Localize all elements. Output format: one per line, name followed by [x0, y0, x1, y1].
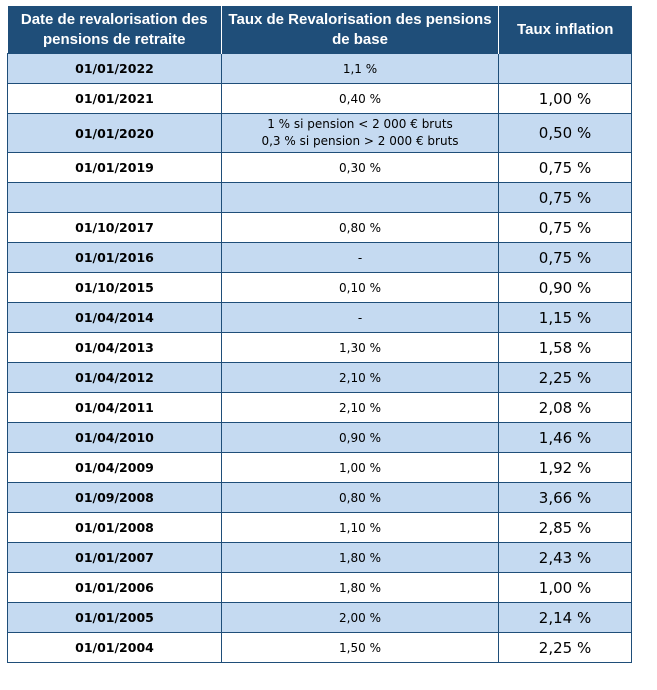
table-row: 01/01/2004 1,50 % 2,25 % [7, 632, 632, 663]
table-row: 01/10/2017 0,80 % 0,75 % [7, 212, 632, 243]
cell-date: 01/10/2015 [7, 272, 222, 303]
cell-date: 01/01/2005 [7, 602, 222, 633]
cell-inflation: 0,75 % [498, 182, 632, 213]
table-header-row: Date de revalorisation des pensions de r… [7, 6, 632, 54]
cell-rate: 0,80 % [221, 212, 499, 243]
cell-date: 01/04/2013 [7, 332, 222, 363]
cell-date: 01/01/2019 [7, 152, 222, 183]
cell-date: 01/01/2004 [7, 632, 222, 663]
cell-date: 01/01/2006 [7, 572, 222, 603]
table-row: 01/04/2009 1,00 % 1,92 % [7, 452, 632, 483]
table-row: 01/04/2014-1,15 % [7, 302, 632, 333]
cell-rate: 1,30 % [221, 332, 499, 363]
cell-rate: 1,10 % [221, 512, 499, 543]
table-row: 01/09/2008 0,80 % 3,66 % [7, 482, 632, 513]
cell-rate: 0,40 % [221, 83, 499, 114]
cell-rate: - [221, 242, 499, 273]
cell-date: 01/01/2016 [7, 242, 222, 273]
cell-date: 01/01/2022 [7, 53, 222, 84]
cell-rate: 2,00 % [221, 602, 499, 633]
cell-rate-line-1: 1 % si pension < 2 000 € bruts [267, 117, 453, 131]
cell-date: 01/09/2008 [7, 482, 222, 513]
cell-inflation: 2,25 % [498, 632, 632, 663]
table-row: 0,75 % [7, 182, 632, 213]
cell-inflation: 1,58 % [498, 332, 632, 363]
cell-rate: 0,30 % [221, 152, 499, 183]
table-row: 01/01/2006 1,80 % 1,00 % [7, 572, 632, 603]
cell-inflation: 2,14 % [498, 602, 632, 633]
cell-inflation: 0,50 % [498, 113, 632, 153]
cell-date: 01/04/2009 [7, 452, 222, 483]
cell-rate: 1,00 % [221, 452, 499, 483]
cell-inflation: 0,75 % [498, 152, 632, 183]
table-row: 01/01/2019 0,30 % 0,75 % [7, 152, 632, 183]
cell-inflation: 1,00 % [498, 572, 632, 603]
cell-inflation: 1,00 % [498, 83, 632, 114]
table-row: 01/01/2016-0,75 % [7, 242, 632, 273]
cell-date: 01/04/2014 [7, 302, 222, 333]
cell-date: 01/01/2008 [7, 512, 222, 543]
table-row: 01/04/2013 1,30 % 1,58 % [7, 332, 632, 363]
header-inflation: Taux inflation [498, 6, 632, 54]
cell-inflation: 2,85 % [498, 512, 632, 543]
cell-rate: 1 % si pension < 2 000 € bruts 0,3 % si p… [221, 113, 499, 153]
cell-date [7, 182, 222, 213]
cell-inflation: 1,46 % [498, 422, 632, 453]
cell-rate: 1,50 % [221, 632, 499, 663]
cell-inflation: 1,15 % [498, 302, 632, 333]
header-date: Date de revalorisation des pensions de r… [7, 6, 222, 54]
table-row: 01/01/2020 1 % si pension < 2 000 € bruts… [7, 113, 632, 153]
cell-rate: 0,80 % [221, 482, 499, 513]
cell-date: 01/01/2020 [7, 113, 222, 153]
cell-rate: - [221, 302, 499, 333]
pension-table-container: Date de revalorisation des pensions de r… [7, 6, 632, 663]
table-row: 01/04/2011 2,10 % 2,08 % [7, 392, 632, 423]
table-row: 01/10/2015 0,10 % 0,90 % [7, 272, 632, 303]
cell-inflation: 2,25 % [498, 362, 632, 393]
table-row: 01/04/2010 0,90 % 1,46 % [7, 422, 632, 453]
table-row: 01/01/2021 0,40 % 1,00 % [7, 83, 632, 114]
cell-rate: 0,10 % [221, 272, 499, 303]
cell-rate: 0,90 % [221, 422, 499, 453]
cell-inflation: 1,92 % [498, 452, 632, 483]
table-row: 01/01/2008 1,10 % 2,85 % [7, 512, 632, 543]
table-row: 01/01/2022 1,1 % [7, 53, 632, 84]
cell-rate-line-2: 0,3 % si pension > 2 000 € bruts [261, 134, 459, 148]
table-row: 01/04/2012 2,10 % 2,25 % [7, 362, 632, 393]
pension-revaluation-table: Date de revalorisation des pensions de r… [7, 6, 632, 663]
cell-inflation: 0,75 % [498, 242, 632, 273]
cell-inflation [498, 53, 632, 84]
cell-rate: 2,10 % [221, 362, 499, 393]
cell-rate: 1,80 % [221, 572, 499, 603]
cell-date: 01/01/2021 [7, 83, 222, 114]
cell-rate: 1,1 % [221, 53, 499, 84]
table-row: 01/01/2007 1,80 % 2,43 % [7, 542, 632, 573]
cell-rate: 2,10 % [221, 392, 499, 423]
cell-rate: 1,80 % [221, 542, 499, 573]
cell-inflation: 0,75 % [498, 212, 632, 243]
cell-rate [221, 182, 499, 213]
cell-inflation: 2,08 % [498, 392, 632, 423]
cell-date: 01/04/2011 [7, 392, 222, 423]
table-row: 01/01/2005 2,00 % 2,14 % [7, 602, 632, 633]
cell-inflation: 3,66 % [498, 482, 632, 513]
cell-inflation: 2,43 % [498, 542, 632, 573]
cell-date: 01/10/2017 [7, 212, 222, 243]
header-rate: Taux de Revalorisation des pensions de b… [221, 6, 499, 54]
cell-date: 01/01/2007 [7, 542, 222, 573]
cell-date: 01/04/2012 [7, 362, 222, 393]
cell-date: 01/04/2010 [7, 422, 222, 453]
table-body: 01/01/2022 1,1 % 01/01/2021 0,40 % 1,00 % 01/… [7, 53, 632, 663]
cell-inflation: 0,90 % [498, 272, 632, 303]
